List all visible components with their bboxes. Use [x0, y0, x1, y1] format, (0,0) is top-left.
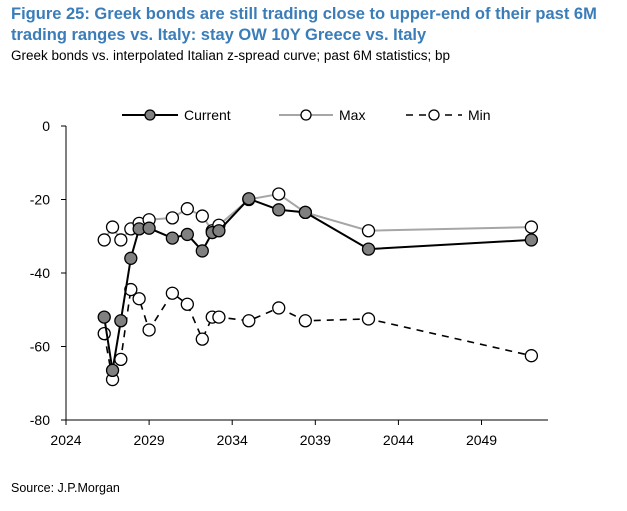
data-point-current [242, 192, 256, 206]
series-line-min [103, 287, 532, 383]
chart-title: Figure 25: Greek bonds are still trading… [11, 5, 597, 44]
data-point-max [272, 187, 286, 201]
data-point-min [298, 314, 312, 328]
data-point-current [212, 224, 226, 238]
data-point-max [524, 220, 539, 234]
data-point-max [165, 211, 180, 225]
data-point-current [524, 233, 539, 247]
data-point-current [124, 251, 138, 265]
data-point-min [212, 310, 226, 324]
data-point-max [97, 233, 111, 247]
series-min [97, 282, 539, 387]
legend-label-current: Current [184, 107, 231, 123]
y-tick-label: -60 [30, 339, 50, 355]
data-point-min [524, 349, 539, 363]
data-point-current [165, 231, 180, 245]
series-line-current [103, 197, 532, 371]
series-current [97, 192, 539, 378]
legend-marker-min [428, 109, 440, 121]
y-tick-label: -20 [30, 192, 50, 208]
data-point-min [165, 286, 180, 300]
legend-label-max: Max [339, 107, 365, 123]
data-point-max [361, 224, 376, 238]
legend-marker-current [144, 109, 156, 121]
chart-subtitle: Greek bonds vs. interpolated Italian z-s… [11, 48, 450, 63]
legend-marker-max [300, 109, 312, 121]
x-tick-label: 2029 [134, 432, 165, 448]
y-tick-label: 0 [42, 118, 50, 134]
y-tick-label: -40 [30, 265, 50, 281]
data-point-min [142, 323, 156, 337]
data-point-current [142, 221, 156, 235]
data-point-min [361, 312, 376, 326]
data-point-current [298, 205, 312, 220]
data-point-current [180, 227, 194, 242]
data-point-min [272, 301, 286, 315]
data-point-min [132, 292, 146, 306]
series-max [97, 187, 539, 247]
data-point-current [195, 244, 209, 258]
data-point-min [242, 314, 256, 328]
data-point-current [97, 310, 111, 324]
y-tick-label: -80 [30, 412, 50, 428]
source-note: Source: J.P.Morgan [11, 481, 120, 495]
x-tick-label: 2044 [383, 432, 414, 448]
legend: Current Max Min [122, 107, 491, 123]
data-point-current [114, 314, 128, 328]
x-tick-label: 2049 [466, 432, 497, 448]
data-point-current [361, 242, 376, 256]
legend-label-min: Min [468, 107, 491, 123]
data-point-current [272, 203, 286, 217]
data-point-max [114, 233, 128, 247]
data-point-max [195, 209, 209, 223]
data-point-max [180, 202, 194, 216]
data-point-current [105, 363, 120, 378]
data-point-min [195, 332, 209, 346]
data-point-min [114, 352, 128, 367]
x-tick-label: 2034 [217, 432, 248, 448]
data-point-max [105, 220, 120, 234]
x-tick-label: 2024 [50, 432, 81, 448]
series-line-max [103, 192, 532, 242]
x-tick-label: 2039 [300, 432, 331, 448]
data-point-min [180, 297, 194, 311]
